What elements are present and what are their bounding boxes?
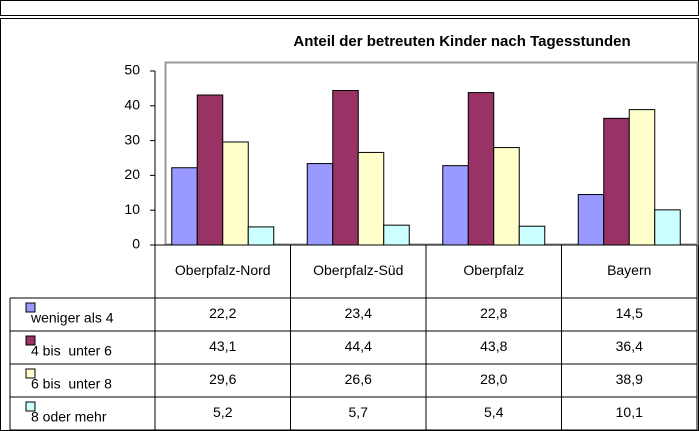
bar <box>171 167 198 246</box>
legend-label: 8 oder mehr <box>31 409 107 425</box>
bar <box>493 147 520 246</box>
bar <box>332 89 359 246</box>
y-tick-label: 30 <box>124 131 140 147</box>
y-tick-label: 0 <box>132 236 140 252</box>
bar <box>357 151 385 246</box>
table-value: 5,7 <box>349 404 369 420</box>
table-value: 5,2 <box>213 404 233 420</box>
y-tick-label: 50 <box>124 62 140 78</box>
legend-label: weniger als 4 <box>30 310 114 326</box>
bar <box>577 194 605 246</box>
y-tick-label: 20 <box>124 166 140 182</box>
x-tick-label: Oberpfalz-Nord <box>175 262 271 278</box>
table-value: 38,9 <box>616 371 643 387</box>
bar <box>222 141 249 246</box>
legend-swatch <box>25 302 36 313</box>
table-value: 28,0 <box>480 371 507 387</box>
table-value: 26,6 <box>345 371 372 387</box>
chart-title: Anteil der betreuten Kinder nach Tagesst… <box>293 33 630 50</box>
table-value: 43,1 <box>209 338 236 354</box>
table-value: 5,4 <box>484 404 504 420</box>
table-value: 10,1 <box>616 404 643 420</box>
x-tick-label: Bayern <box>607 262 651 278</box>
bar <box>603 117 630 246</box>
bar <box>518 225 546 246</box>
x-tick-label: Oberpfalz-Süd <box>313 262 403 278</box>
bar <box>383 224 410 246</box>
table-value: 36,4 <box>616 338 643 354</box>
table-value: 22,8 <box>480 305 507 321</box>
table-value: 43,8 <box>480 338 507 354</box>
table-value: 44,4 <box>345 338 372 354</box>
bar <box>442 165 469 246</box>
bar <box>247 226 275 246</box>
bar <box>467 92 495 246</box>
legend-label: 4 bis unter 6 <box>31 343 112 359</box>
legend-label: 6 bis unter 8 <box>31 376 112 392</box>
table-value: 23,4 <box>345 305 372 321</box>
y-tick-label: 10 <box>124 201 140 217</box>
table-value: 29,6 <box>209 371 236 387</box>
table-value: 14,5 <box>616 305 643 321</box>
bar <box>628 109 656 246</box>
bar <box>306 163 334 246</box>
legend-swatch <box>25 335 36 346</box>
legend-swatch <box>25 368 36 379</box>
table-value: 22,2 <box>209 305 236 321</box>
bar <box>196 94 224 246</box>
legend-swatch <box>25 401 36 412</box>
x-tick-label: Oberpfalz <box>463 262 524 278</box>
top-strip <box>0 0 699 16</box>
y-tick-label: 40 <box>124 97 140 113</box>
bar <box>654 209 681 246</box>
